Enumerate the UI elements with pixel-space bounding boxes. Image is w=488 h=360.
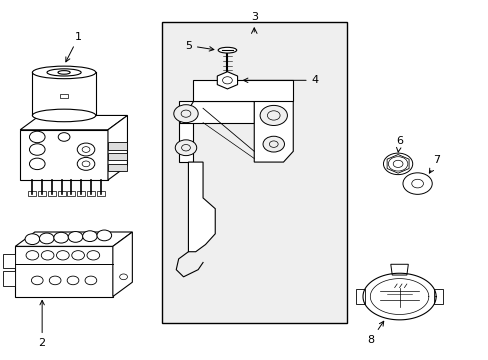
Bar bbox=[28, 191, 36, 196]
Polygon shape bbox=[113, 232, 132, 297]
Circle shape bbox=[54, 232, 68, 243]
Polygon shape bbox=[3, 253, 15, 268]
Circle shape bbox=[82, 147, 90, 152]
Polygon shape bbox=[433, 289, 443, 304]
Text: 8: 8 bbox=[367, 321, 383, 345]
Circle shape bbox=[392, 160, 402, 167]
Circle shape bbox=[260, 105, 287, 126]
Circle shape bbox=[387, 157, 407, 171]
Polygon shape bbox=[355, 289, 365, 304]
Bar bbox=[15, 246, 113, 297]
Polygon shape bbox=[254, 90, 293, 162]
Circle shape bbox=[263, 136, 284, 152]
Circle shape bbox=[267, 111, 280, 120]
Text: 3: 3 bbox=[250, 12, 257, 22]
Circle shape bbox=[40, 233, 54, 244]
Polygon shape bbox=[193, 80, 293, 101]
Circle shape bbox=[120, 274, 127, 280]
Circle shape bbox=[58, 133, 70, 141]
Ellipse shape bbox=[47, 69, 81, 76]
Circle shape bbox=[57, 251, 69, 260]
Polygon shape bbox=[390, 264, 407, 275]
Circle shape bbox=[25, 234, 40, 244]
Circle shape bbox=[222, 77, 232, 84]
Circle shape bbox=[173, 105, 198, 123]
Bar bbox=[108, 142, 127, 149]
Circle shape bbox=[181, 144, 190, 151]
Bar bbox=[161, 22, 346, 323]
Polygon shape bbox=[20, 116, 127, 130]
Circle shape bbox=[82, 161, 90, 167]
Text: 7: 7 bbox=[428, 155, 440, 173]
Circle shape bbox=[77, 157, 95, 170]
Polygon shape bbox=[188, 162, 215, 252]
Polygon shape bbox=[3, 271, 15, 286]
Text: 2: 2 bbox=[39, 300, 45, 348]
Bar bbox=[38, 191, 46, 196]
Bar bbox=[67, 191, 75, 196]
Circle shape bbox=[97, 230, 111, 241]
Bar bbox=[108, 153, 127, 160]
Polygon shape bbox=[362, 273, 435, 320]
Bar bbox=[48, 191, 56, 196]
Bar bbox=[108, 164, 127, 171]
Circle shape bbox=[68, 231, 82, 242]
Circle shape bbox=[402, 173, 431, 194]
Circle shape bbox=[29, 158, 45, 170]
Text: 1: 1 bbox=[66, 32, 82, 62]
Circle shape bbox=[29, 144, 45, 155]
Bar bbox=[58, 191, 65, 196]
Circle shape bbox=[85, 276, 97, 285]
Circle shape bbox=[72, 251, 84, 260]
Circle shape bbox=[77, 143, 95, 156]
Circle shape bbox=[383, 153, 412, 175]
Text: 4: 4 bbox=[243, 75, 318, 85]
Circle shape bbox=[49, 276, 61, 285]
Ellipse shape bbox=[218, 47, 236, 53]
Circle shape bbox=[269, 141, 278, 147]
Polygon shape bbox=[178, 101, 193, 162]
Circle shape bbox=[31, 276, 43, 285]
Circle shape bbox=[41, 251, 54, 260]
Bar bbox=[97, 191, 104, 196]
Bar bbox=[20, 130, 108, 180]
Circle shape bbox=[175, 140, 196, 156]
Circle shape bbox=[26, 251, 39, 260]
Polygon shape bbox=[108, 116, 127, 180]
Text: 6: 6 bbox=[395, 136, 402, 152]
Bar bbox=[87, 191, 95, 196]
Bar bbox=[60, 94, 68, 98]
Ellipse shape bbox=[58, 71, 70, 74]
Polygon shape bbox=[178, 101, 254, 123]
Circle shape bbox=[411, 179, 423, 188]
Text: 5: 5 bbox=[184, 41, 213, 51]
Circle shape bbox=[87, 251, 100, 260]
Ellipse shape bbox=[32, 109, 96, 122]
Circle shape bbox=[67, 276, 79, 285]
Bar bbox=[77, 191, 85, 196]
Circle shape bbox=[29, 131, 45, 143]
Ellipse shape bbox=[32, 66, 96, 79]
Polygon shape bbox=[15, 232, 132, 246]
Circle shape bbox=[82, 231, 97, 242]
Circle shape bbox=[181, 110, 190, 117]
